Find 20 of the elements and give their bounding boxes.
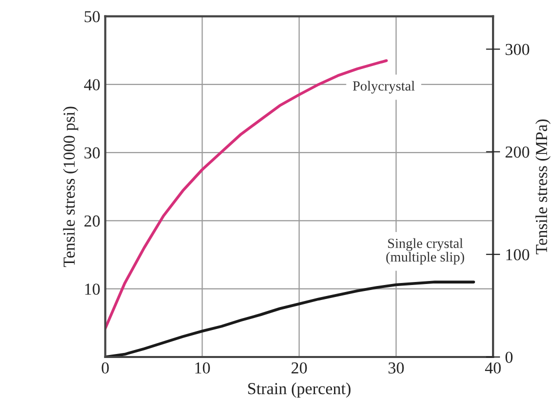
y2-tick-label: 200 bbox=[506, 146, 530, 158]
y2-tick-label: 0 bbox=[506, 352, 513, 363]
x-tick-label: 10 bbox=[195, 362, 210, 374]
x-axis-title: Strain (percent) bbox=[248, 382, 350, 398]
y2-axis-title: Tensile stress (MPa) bbox=[535, 119, 551, 254]
x-tick-label: 20 bbox=[292, 362, 307, 374]
series-label: Single crystal (multiple slip) bbox=[386, 238, 464, 264]
y-tick-label: 30 bbox=[84, 147, 100, 159]
y-tick-label: 10 bbox=[85, 284, 100, 295]
y-tick-label: 40 bbox=[84, 79, 100, 90]
y2-tick-label: 300 bbox=[506, 44, 530, 56]
x-tick-label: 30 bbox=[388, 362, 404, 374]
x-tick-label: 0 bbox=[102, 362, 109, 374]
y-axis-title: Tensile stress (1000 psi) bbox=[63, 106, 78, 268]
y-tick-label: 20 bbox=[84, 215, 100, 227]
series-label: Polycrystal bbox=[352, 80, 415, 94]
y2-tick-label: 100 bbox=[506, 249, 530, 260]
line-series bbox=[105, 280, 476, 357]
y-tick-label: 50 bbox=[84, 11, 100, 22]
x-tick-label: 40 bbox=[485, 362, 501, 374]
